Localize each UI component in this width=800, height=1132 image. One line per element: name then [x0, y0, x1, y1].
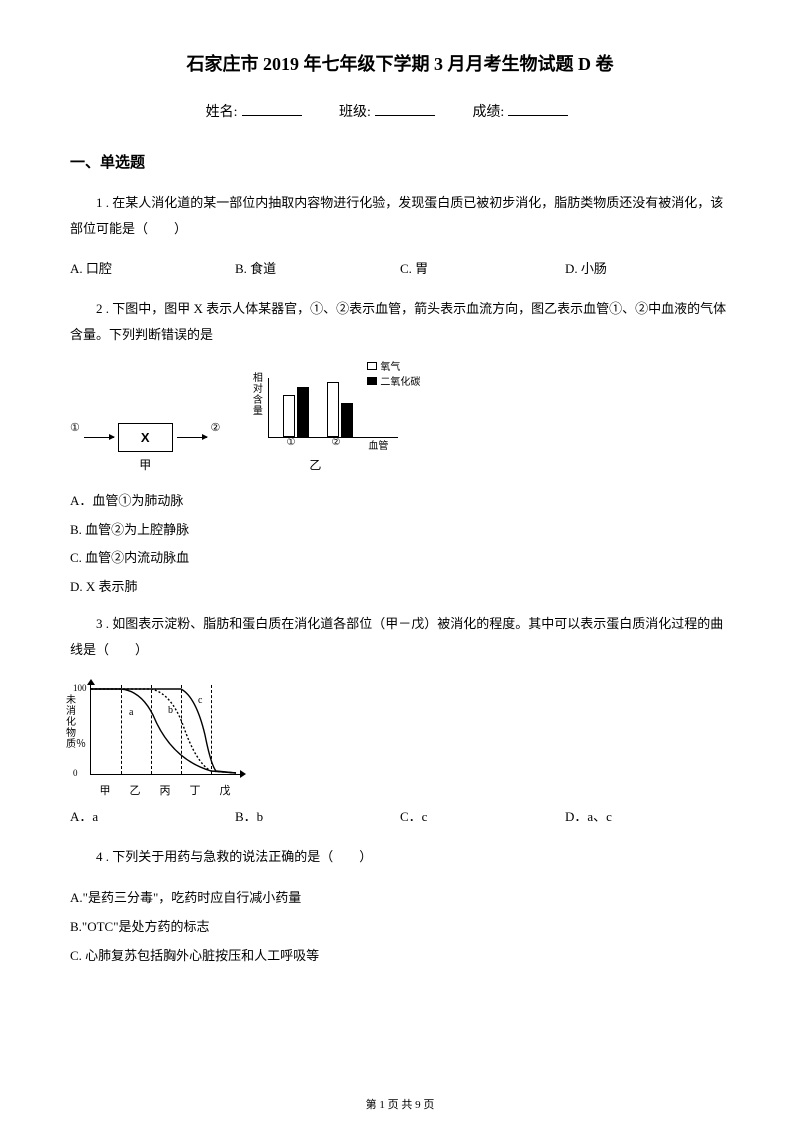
- curve-a: [91, 689, 236, 773]
- curve-area: 100 0 a b c: [90, 685, 240, 775]
- arrow-out: [177, 437, 207, 438]
- organ-box: X: [118, 423, 173, 452]
- legend-o2-text: 氧气: [380, 358, 400, 373]
- curve-x-labels: 甲 乙 丙 丁 戊: [90, 782, 240, 798]
- section-heading: 一、单选题: [70, 151, 730, 172]
- q4-option-b: B."OTC"是处方药的标志: [70, 913, 730, 942]
- question-3-text: 3 . 如图表示淀粉、脂肪和蛋白质在消化道各部位（甲－戊）被消化的程度。其中可以…: [70, 611, 730, 663]
- curve-label-c: c: [198, 695, 203, 706]
- organ-diagram: ① X ②: [70, 423, 220, 452]
- curve-x-5: 戊: [210, 782, 240, 798]
- bar-x1: ①: [268, 437, 313, 452]
- question-4-text: 4 . 下列关于用药与急救的说法正确的是（ ）: [70, 844, 730, 870]
- q1-option-c: C. 胃: [400, 256, 565, 282]
- q1-option-d: D. 小肠: [565, 256, 730, 282]
- question-1-text: 1 . 在某人消化道的某一部位内抽取内容物进行化验，发现蛋白质已被初步消化，脂肪…: [70, 190, 730, 242]
- arrow-in: [84, 437, 114, 438]
- curve-x-2: 乙: [120, 782, 150, 798]
- curve-x-1: 甲: [90, 782, 120, 798]
- curve-x-3: 丙: [150, 782, 180, 798]
- q4-option-c: C. 心肺复苏包括胸外心脏按压和人工呼吸等: [70, 942, 730, 971]
- y-tick-0: 0: [73, 768, 78, 778]
- figure-yi-caption: 乙: [309, 456, 321, 473]
- bar-1-co2: [297, 387, 309, 437]
- label-circle-1: ①: [70, 421, 80, 434]
- q1-option-b: B. 食道: [235, 256, 400, 282]
- q2-option-a: A．血管①为肺动脉: [70, 487, 730, 516]
- score-label: 成绩:: [472, 105, 504, 120]
- q2-option-c: C. 血管②内流动脉血: [70, 544, 730, 573]
- y-tick-100: 100: [73, 683, 87, 693]
- bar-2-co2: [341, 403, 353, 437]
- curve-x-4: 丁: [180, 782, 210, 798]
- curve-svg: a b c: [91, 685, 241, 775]
- question-2-text: 2 . 下图中，图甲 X 表示人体某器官，①、②表示血管，箭头表示血流方向，图乙…: [70, 296, 730, 348]
- q4-option-a: A."是药三分毒"，吃药时应自行减小药量: [70, 884, 730, 913]
- bar-chart-area: [268, 378, 398, 438]
- curve-b: [91, 689, 236, 773]
- question-1-options: A. 口腔 B. 食道 C. 胃 D. 小肠: [70, 256, 730, 282]
- q2-option-d: D. X 表示肺: [70, 573, 730, 602]
- question-3-options: A．a B．b C．c D．a、c: [70, 804, 730, 830]
- q1-option-a: A. 口腔: [70, 256, 235, 282]
- bar-x3: 血管: [358, 437, 398, 452]
- label-circle-2: ②: [211, 421, 221, 434]
- page-footer: 第 1 页 共 9 页: [0, 1096, 800, 1112]
- q3-option-c: C．c: [400, 804, 565, 830]
- figure-yi: 相对含量 氧气 二氧化碳 ① ② 血管 乙: [250, 362, 420, 473]
- q3-option-a: A．a: [70, 804, 235, 830]
- q3-option-b: B．b: [235, 804, 400, 830]
- bar-x2: ②: [313, 437, 358, 452]
- figure-jia-caption: 甲: [139, 456, 151, 473]
- legend-o2-icon: [367, 362, 377, 370]
- curve-y-label: 未消化物质％: [66, 695, 78, 750]
- name-blank: [242, 115, 302, 116]
- curve-label-a: a: [129, 707, 134, 718]
- curve-y-label-text: 未消化物质％: [66, 695, 86, 750]
- q2-figures: ① X ② 甲 相对含量 氧气 二氧化碳 ① ② 血管: [70, 362, 730, 473]
- curve-c: [91, 689, 236, 773]
- curve-label-b: b: [168, 705, 173, 716]
- bar-y-label: 相对含量: [248, 372, 263, 416]
- figure-jia: ① X ② 甲: [70, 423, 220, 473]
- student-info-line: 姓名: 班级: 成绩:: [70, 101, 730, 121]
- bar-x-labels: ① ② 血管: [268, 437, 398, 452]
- score-blank: [508, 115, 568, 116]
- name-label: 姓名:: [206, 105, 238, 120]
- digestion-curve-chart: 未消化物质％ 100 0 a b c 甲 乙 丙 丁 戊: [70, 677, 250, 792]
- bar-chart: 相对含量 氧气 二氧化碳 ① ② 血管: [250, 362, 420, 452]
- class-label: 班级:: [339, 105, 371, 120]
- bar-1-o2: [283, 395, 295, 437]
- bar-2-o2: [327, 382, 339, 437]
- q2-option-b: B. 血管②为上腔静脉: [70, 516, 730, 545]
- page-title: 石家庄市 2019 年七年级下学期 3 月月考生物试题 D 卷: [70, 50, 730, 76]
- q3-option-d: D．a、c: [565, 804, 730, 830]
- class-blank: [375, 115, 435, 116]
